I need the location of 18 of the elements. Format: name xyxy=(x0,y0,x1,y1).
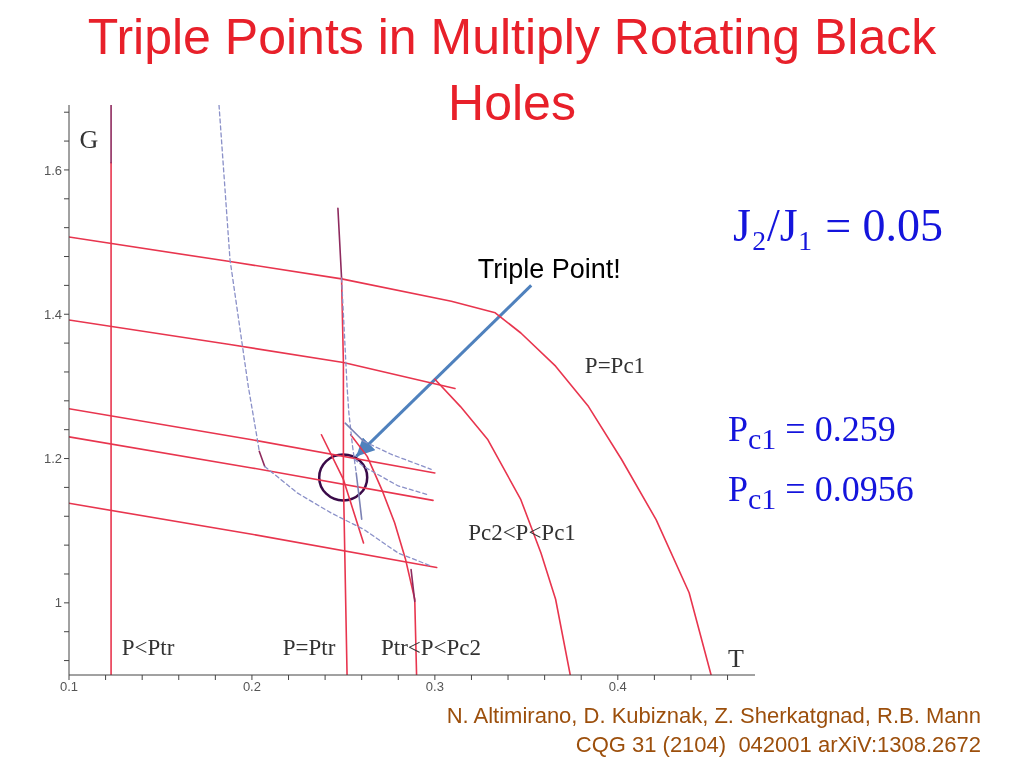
annotation: P=Pc1 xyxy=(584,352,646,378)
x-tick-label: 0.4 xyxy=(608,679,627,695)
text: CQG 31 (2104) 042001 arXiV:1308.2672 xyxy=(575,732,981,759)
annotation: J₂/J₁ = 0.05 xyxy=(733,199,944,253)
y-tick-label: 1.2 xyxy=(43,451,62,467)
x-tick-label: 0.1 xyxy=(59,679,79,695)
y-tick-label: 1.4 xyxy=(43,306,62,322)
annotation: P$_{c1}$ = 0.0956 xyxy=(728,468,914,518)
x-axis-title: T xyxy=(728,644,745,673)
text: N. Altimirano, D. Kubiznak, Z. Sherkatgnad, R.B. Mann xyxy=(446,703,981,730)
y-tick-label: 1.6 xyxy=(43,162,62,178)
annotation: P$_{c1}$ = 0.259 xyxy=(728,408,896,458)
annotation: Triple Point! xyxy=(477,254,621,285)
annotation: P<Ptr xyxy=(121,634,175,660)
x-tick-label: 0.2 xyxy=(242,679,261,695)
annotation: P=Ptr xyxy=(282,634,336,660)
y-tick-label: 1 xyxy=(54,595,62,611)
x-tick-label: 0.3 xyxy=(425,679,444,695)
